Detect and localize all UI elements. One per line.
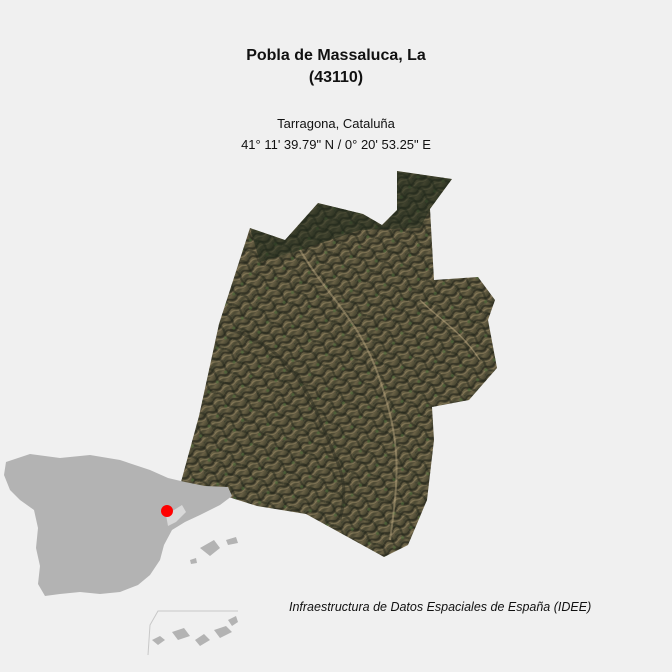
municipality-code: (43110)	[308, 69, 364, 86]
spain-inset-map	[4, 454, 238, 656]
location-marker	[161, 505, 173, 517]
municipality-name: Pobla de Massaluca, La	[246, 47, 426, 64]
region-label: Tarragona, Cataluña	[277, 116, 395, 131]
canarias-frame	[147, 610, 238, 656]
data-source-credit: Infraestructura de Datos Espaciales de E…	[289, 600, 592, 614]
map-title: Pobla de Massaluca, La (43110)	[0, 45, 672, 89]
baleares-shape	[190, 537, 238, 564]
municipality-terrain	[181, 171, 497, 557]
highlight-province-shape	[166, 505, 186, 526]
iberian-peninsula-shape	[4, 454, 232, 596]
map-subtitle: Tarragona, Cataluña 41° 11' 39.79" N / 0…	[0, 113, 672, 155]
coordinates-label: 41° 11' 39.79" N / 0° 20' 53.25" E	[241, 137, 431, 152]
canarias-shape	[152, 616, 238, 646]
